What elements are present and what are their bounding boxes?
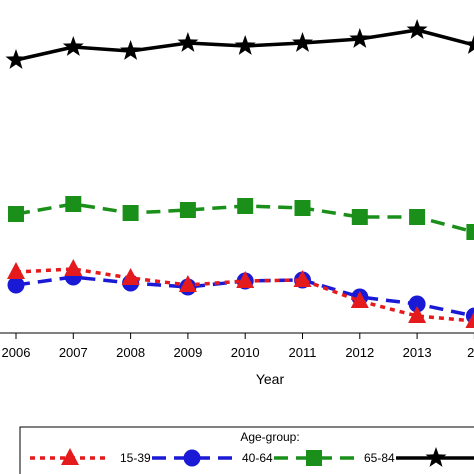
data-point-triangle [465, 311, 474, 328]
x-tick-label: 2012 [345, 345, 374, 360]
data-point-square [8, 206, 24, 222]
series-65-84 [8, 196, 474, 240]
data-point-triangle [350, 291, 369, 308]
data-point-square [351, 209, 368, 225]
data-point-square [65, 196, 82, 212]
data-point-star [292, 32, 313, 52]
x-tick-label: 2011 [289, 345, 317, 360]
legend-marker [183, 449, 201, 467]
data-point-triangle [64, 259, 83, 276]
x-tick-label: 2007 [59, 345, 88, 360]
x-tick-label: 2006 [2, 345, 31, 360]
legend-label: 40-64 [242, 451, 273, 465]
legend-box [19, 426, 474, 474]
data-point-triangle [178, 275, 197, 292]
data-point-square [179, 202, 196, 218]
x-tick-label: 2008 [116, 345, 145, 360]
data-point-triangle [408, 306, 427, 323]
data-point-star [5, 49, 27, 69]
data-point-star [234, 35, 256, 55]
data-point-star [406, 19, 428, 39]
series-layer [5, 19, 474, 328]
data-point-triangle [293, 270, 312, 287]
chart-axes: 2006 2007 2008 2009 2010 2011 2012 2013 20 [0, 332, 474, 360]
series-15-39 [7, 259, 474, 328]
data-point-square [409, 209, 426, 225]
x-axis-title: Year [256, 371, 285, 387]
legend-label: 65-84 [364, 451, 395, 465]
series-40-64 [7, 268, 474, 325]
data-point-star [177, 32, 199, 52]
legend-marker [306, 450, 322, 466]
data-point-triangle [236, 271, 255, 288]
data-point-circle [7, 276, 25, 294]
data-point-circle [408, 295, 426, 313]
x-tick-label: 2010 [231, 345, 260, 360]
data-point-star [463, 35, 474, 54]
legend-entry: 40-64 [152, 449, 273, 467]
legend-marker [425, 447, 447, 467]
x-tick-label: 2009 [173, 345, 202, 360]
data-point-star [120, 40, 142, 60]
data-point-square [237, 198, 254, 214]
data-point-square [122, 205, 139, 221]
data-point-square [294, 200, 311, 216]
x-tick-label: 2013 [403, 345, 432, 360]
legend-entry: 65-84 [274, 450, 395, 466]
data-point-triangle [7, 262, 25, 279]
data-point-triangle [121, 268, 140, 285]
x-tick-label: 20 [467, 345, 474, 360]
legend: Age-group: 15-39 40-64 65-8485+ [19, 426, 474, 474]
series-85+ [5, 19, 474, 69]
legend-label: 15-39 [120, 451, 151, 465]
data-point-star [349, 28, 371, 48]
legend-title: Age-group: [240, 430, 299, 444]
legend-entry: 15-39 [30, 448, 151, 465]
data-point-star [62, 36, 84, 56]
data-point-square [466, 224, 474, 240]
legend-marker [61, 448, 79, 465]
legend-entry: 85+ [396, 447, 474, 467]
